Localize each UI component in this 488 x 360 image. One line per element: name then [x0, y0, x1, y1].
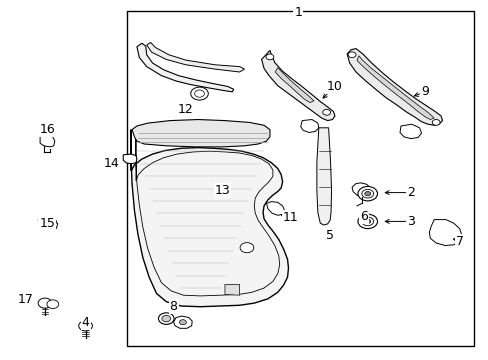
Circle shape [322, 109, 330, 115]
Text: 3: 3 [406, 215, 414, 228]
Text: 15: 15 [40, 217, 55, 230]
Text: 10: 10 [326, 80, 342, 93]
Circle shape [361, 217, 373, 226]
Circle shape [347, 52, 355, 58]
Circle shape [431, 120, 439, 125]
Polygon shape [146, 42, 244, 72]
Polygon shape [132, 120, 269, 147]
Polygon shape [212, 161, 233, 181]
Circle shape [158, 313, 174, 324]
Text: 1: 1 [294, 6, 302, 19]
Text: 13: 13 [214, 184, 230, 197]
Circle shape [364, 219, 370, 224]
Text: 4: 4 [81, 316, 89, 329]
Polygon shape [137, 43, 233, 92]
Bar [127, 11, 473, 346]
Text: 8: 8 [169, 300, 177, 313]
Circle shape [357, 186, 377, 201]
Text: 16: 16 [40, 123, 55, 136]
Text: 5: 5 [325, 229, 333, 242]
Polygon shape [123, 154, 137, 164]
Text: 6: 6 [360, 210, 367, 222]
Circle shape [265, 54, 273, 60]
Circle shape [364, 192, 370, 196]
Text: 7: 7 [455, 235, 463, 248]
Circle shape [179, 320, 186, 325]
Circle shape [190, 87, 208, 100]
Polygon shape [356, 56, 433, 120]
Circle shape [357, 214, 377, 229]
Text: 12: 12 [178, 103, 193, 116]
Circle shape [47, 300, 59, 309]
Circle shape [240, 243, 253, 253]
Circle shape [194, 90, 204, 97]
Polygon shape [351, 183, 370, 197]
Circle shape [79, 321, 92, 331]
Circle shape [162, 315, 170, 322]
Polygon shape [399, 124, 421, 139]
Text: 17: 17 [18, 293, 33, 306]
Polygon shape [38, 217, 58, 229]
Polygon shape [300, 120, 318, 132]
Circle shape [38, 298, 52, 308]
Polygon shape [40, 135, 55, 147]
Text: 14: 14 [103, 157, 119, 170]
Text: 2: 2 [406, 186, 414, 199]
Polygon shape [224, 284, 239, 295]
Text: 11: 11 [283, 211, 298, 224]
Polygon shape [173, 316, 192, 328]
Polygon shape [261, 50, 334, 121]
Polygon shape [428, 220, 461, 246]
Polygon shape [346, 49, 442, 125]
Text: 9: 9 [421, 85, 428, 98]
Polygon shape [131, 130, 288, 307]
Polygon shape [266, 202, 284, 215]
Polygon shape [316, 128, 331, 225]
Circle shape [361, 189, 373, 198]
Polygon shape [275, 68, 313, 103]
